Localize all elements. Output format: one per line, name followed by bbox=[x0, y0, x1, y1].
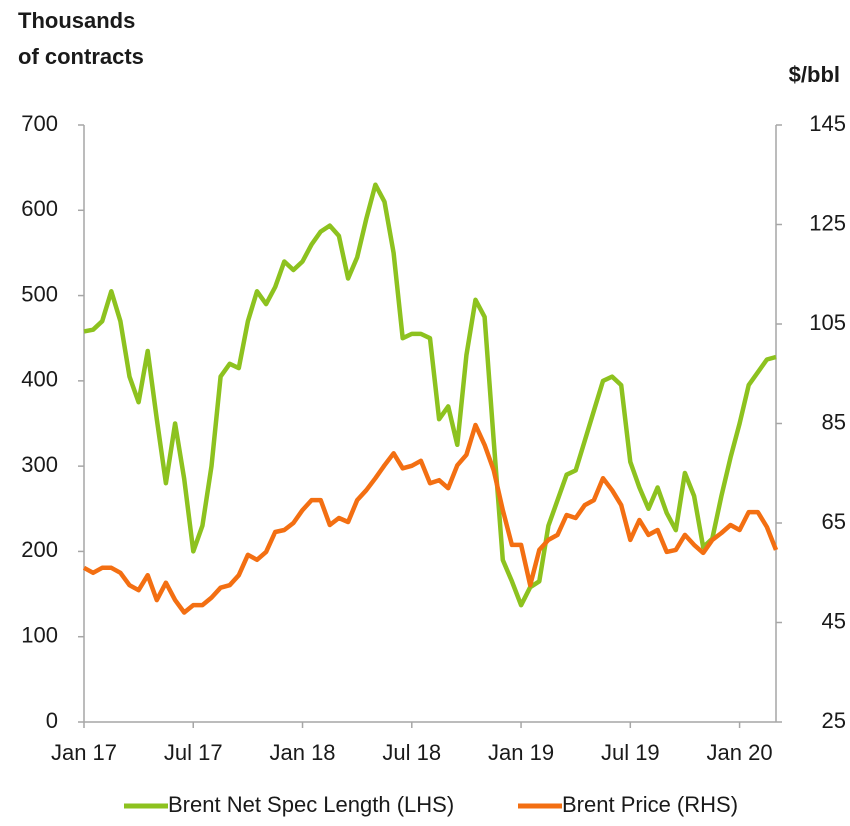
x-tick-label: Jan 18 bbox=[269, 740, 335, 765]
y2-tick-label: 65 bbox=[822, 509, 846, 534]
y-tick-label: 700 bbox=[21, 111, 58, 136]
y2-tick-label: 25 bbox=[822, 708, 846, 733]
y2-tick-label: 85 bbox=[822, 409, 846, 434]
x-tick-label: Jul 18 bbox=[382, 740, 441, 765]
x-tick-label: Jul 17 bbox=[164, 740, 223, 765]
y-tick-label: 400 bbox=[21, 367, 58, 392]
y2-tick-label: 125 bbox=[809, 210, 846, 235]
y-tick-label: 500 bbox=[21, 281, 58, 306]
x-tick-label: Jul 19 bbox=[601, 740, 660, 765]
series-line bbox=[83, 182, 777, 608]
y-axis-title: Thousands bbox=[18, 8, 135, 33]
y2-axis-title: $/bbl bbox=[789, 62, 840, 87]
legend-label: Brent Price (RHS) bbox=[562, 792, 738, 817]
y2-tick-label: 45 bbox=[822, 608, 846, 633]
y2-tick-label: 105 bbox=[809, 310, 846, 335]
y-tick-label: 300 bbox=[21, 452, 58, 477]
series-line bbox=[82, 422, 779, 615]
x-tick-label: Jan 20 bbox=[707, 740, 773, 765]
y-tick-label: 0 bbox=[46, 708, 58, 733]
y-tick-label: 600 bbox=[21, 196, 58, 221]
legend-label: Brent Net Spec Length (LHS) bbox=[168, 792, 454, 817]
y2-tick-label: 145 bbox=[809, 111, 846, 136]
y-tick-label: 200 bbox=[21, 537, 58, 562]
y-tick-label: 100 bbox=[21, 623, 58, 648]
y-axis-title: of contracts bbox=[18, 44, 144, 69]
x-tick-label: Jan 19 bbox=[488, 740, 554, 765]
x-tick-label: Jan 17 bbox=[51, 740, 117, 765]
